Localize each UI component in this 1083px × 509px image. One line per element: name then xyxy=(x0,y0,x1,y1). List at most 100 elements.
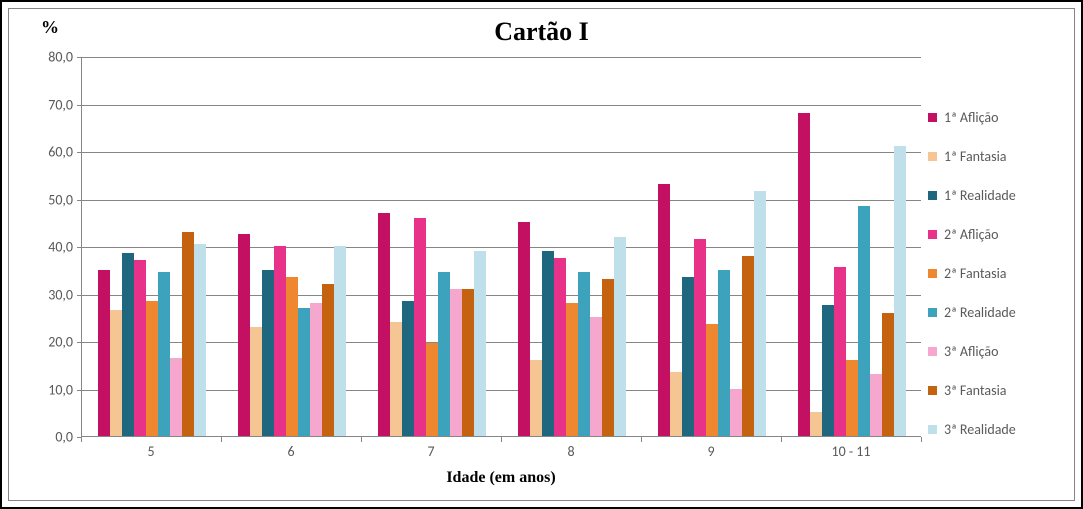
bar xyxy=(250,327,262,436)
legend-item: 3ª Aflição xyxy=(928,343,1058,360)
legend-item: 1ª Fantasia xyxy=(928,148,1058,165)
bar xyxy=(334,246,346,436)
bar xyxy=(810,412,822,436)
bar xyxy=(238,234,250,436)
y-tick-mark xyxy=(77,105,82,106)
bar xyxy=(378,213,390,436)
chart-outer-frame: Cartão I % Idade (em anos) 0,010,020,030… xyxy=(0,0,1083,509)
bar xyxy=(110,310,122,436)
bar xyxy=(682,277,694,436)
bar xyxy=(858,206,870,436)
legend-label: 2ª Realidade xyxy=(944,304,1016,321)
gridline xyxy=(82,390,921,391)
legend-label: 3ª Realidade xyxy=(944,421,1016,438)
bar xyxy=(870,374,882,436)
y-tick-mark xyxy=(77,295,82,296)
legend-label: 1ª Fantasia xyxy=(944,148,1007,165)
x-category-label: 5 xyxy=(147,443,154,460)
bar xyxy=(846,360,858,436)
plot-area xyxy=(81,57,921,437)
bar xyxy=(146,301,158,436)
bar xyxy=(450,289,462,436)
legend-label: 2ª Aflição xyxy=(944,226,999,243)
bar xyxy=(518,222,530,436)
bar xyxy=(602,279,614,436)
legend: 1ª Aflição1ª Fantasia1ª Realidade2ª Afli… xyxy=(928,109,1058,460)
bar xyxy=(542,251,554,436)
bar xyxy=(822,305,834,436)
y-tick-label: 70,0 xyxy=(33,96,73,113)
x-tick-mark xyxy=(81,437,82,442)
chart-inner-frame: Cartão I % Idade (em anos) 0,010,020,030… xyxy=(8,8,1075,501)
legend-swatch xyxy=(928,308,937,317)
legend-swatch xyxy=(928,113,937,122)
x-tick-mark xyxy=(641,437,642,442)
legend-item: 3ª Realidade xyxy=(928,421,1058,438)
gridline xyxy=(82,295,921,296)
y-axis-unit: % xyxy=(41,17,59,38)
legend-swatch xyxy=(928,269,937,278)
bar xyxy=(694,239,706,436)
bar xyxy=(718,270,730,436)
bar xyxy=(182,232,194,436)
y-tick-label: 30,0 xyxy=(33,286,73,303)
y-tick-mark xyxy=(77,152,82,153)
bar xyxy=(286,277,298,436)
y-tick-mark xyxy=(77,247,82,248)
bar xyxy=(462,289,474,436)
bar xyxy=(554,258,566,436)
y-tick-label: 80,0 xyxy=(33,49,73,66)
bar xyxy=(274,246,286,436)
legend-item: 2ª Aflição xyxy=(928,226,1058,243)
y-tick-mark xyxy=(77,390,82,391)
legend-swatch xyxy=(928,347,937,356)
x-tick-mark xyxy=(501,437,502,442)
bar xyxy=(530,360,542,436)
bar xyxy=(614,237,626,437)
gridline xyxy=(82,247,921,248)
gridline xyxy=(82,57,921,58)
bar xyxy=(298,308,310,436)
bar xyxy=(390,322,402,436)
x-tick-mark xyxy=(361,437,362,442)
legend-swatch xyxy=(928,191,937,200)
legend-swatch xyxy=(928,386,937,395)
gridline xyxy=(82,200,921,201)
legend-item: 1ª Aflição xyxy=(928,109,1058,126)
legend-item: 3ª Fantasia xyxy=(928,382,1058,399)
bar xyxy=(566,303,578,436)
x-category-label: 7 xyxy=(427,443,434,460)
x-category-label: 8 xyxy=(567,443,574,460)
gridline xyxy=(82,152,921,153)
legend-swatch xyxy=(928,425,937,434)
chart-title: Cartão I xyxy=(9,9,1074,47)
x-tick-mark xyxy=(781,437,782,442)
legend-swatch xyxy=(928,152,937,161)
bar xyxy=(730,389,742,437)
x-tick-mark xyxy=(921,437,922,442)
bar xyxy=(194,244,206,436)
y-tick-label: 40,0 xyxy=(33,239,73,256)
bar xyxy=(658,184,670,436)
y-tick-mark xyxy=(77,342,82,343)
y-tick-label: 0,0 xyxy=(33,429,73,446)
y-tick-mark xyxy=(77,57,82,58)
y-tick-label: 20,0 xyxy=(33,334,73,351)
bar xyxy=(894,146,906,436)
legend-label: 3ª Fantasia xyxy=(944,382,1007,399)
bar xyxy=(798,113,810,436)
bar xyxy=(414,218,426,437)
y-tick-label: 10,0 xyxy=(33,381,73,398)
bar xyxy=(670,372,682,436)
bar xyxy=(158,272,170,436)
bar xyxy=(834,267,846,436)
bar xyxy=(122,253,134,436)
y-tick-label: 50,0 xyxy=(33,191,73,208)
legend-label: 3ª Aflição xyxy=(944,343,999,360)
bar xyxy=(474,251,486,436)
bar xyxy=(742,256,754,437)
bar xyxy=(590,317,602,436)
legend-label: 2ª Fantasia xyxy=(944,265,1007,282)
bar xyxy=(170,358,182,436)
bar xyxy=(578,272,590,436)
